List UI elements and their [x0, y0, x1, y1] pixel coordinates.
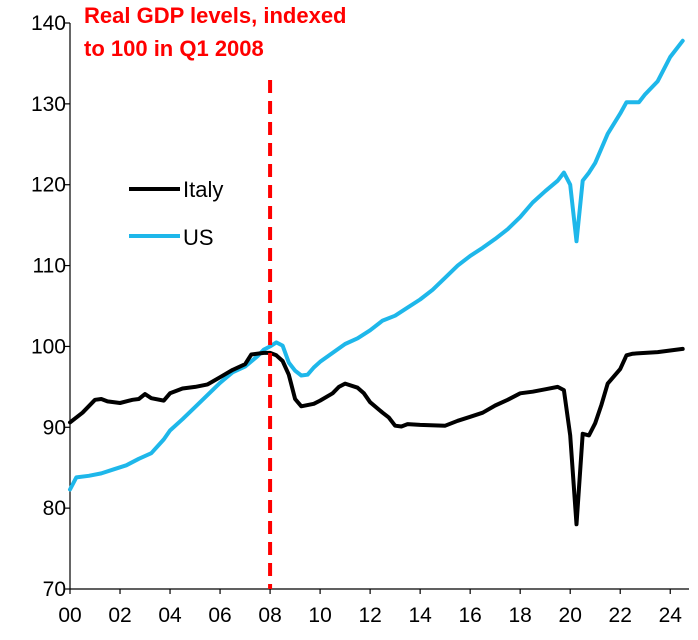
x-tick-label: 00	[58, 604, 81, 627]
x-tick-label: 10	[308, 604, 331, 627]
series-line-us	[68, 38, 685, 492]
legend: Italy US	[129, 177, 223, 250]
x-tick-label: 18	[509, 604, 532, 627]
x-tick-label: 08	[258, 604, 281, 627]
x-tick-label: 04	[158, 604, 182, 627]
y-tick-label: 120	[31, 174, 66, 197]
chart-title-line-1: Real GDP levels, indexed	[84, 3, 347, 28]
chart-title-line-2: to 100 in Q1 2008	[84, 36, 264, 61]
y-tick-label: 80	[43, 497, 66, 520]
x-tick-label: 16	[458, 604, 481, 627]
x-tick-label: 22	[609, 604, 632, 627]
x-tick-label: 12	[358, 604, 381, 627]
x-tick-label: 14	[408, 604, 432, 627]
y-tick-label: 70	[43, 578, 66, 601]
y-tick-label: 110	[33, 255, 66, 278]
legend-label-us: US	[183, 225, 214, 250]
x-tick-label: 24	[659, 604, 683, 627]
legend-label-italy: Italy	[183, 177, 223, 202]
axes	[69, 23, 689, 590]
y-tick-label: 100	[31, 335, 66, 358]
x-tick-label: 06	[208, 604, 231, 627]
series-line-italy	[68, 346, 685, 527]
y-tick-label: 140	[31, 12, 66, 35]
x-tick-label: 02	[108, 604, 131, 627]
y-axis-ticks: 70 80 90 100 110 120 130 140	[31, 12, 70, 601]
chart-title: Real GDP levels, indexed to 100 in Q1 20…	[84, 3, 347, 61]
x-axis-ticks: 00 02 04 06 08 10 12 14 16 18 20 22 24	[58, 589, 682, 627]
y-tick-label: 130	[31, 93, 66, 116]
series-lines	[68, 38, 685, 527]
x-tick-label: 20	[559, 604, 582, 627]
y-tick-label: 90	[43, 416, 66, 439]
